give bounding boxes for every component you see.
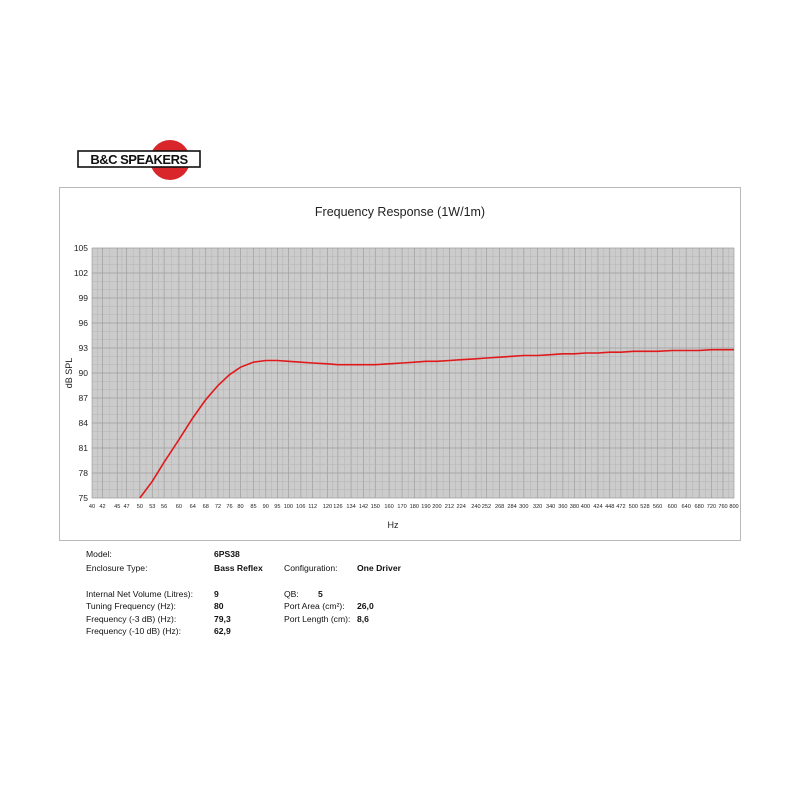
x-tick-label: 142 [359,504,368,510]
x-tick-label: 340 [546,504,555,510]
port-area-value: 26,0 [357,601,374,611]
x-tick-label: 80 [237,504,243,510]
port-length-value: 8,6 [357,614,369,624]
x-tick-label: 380 [570,504,579,510]
brand-logo-text: B&C SPEAKERS [90,152,188,167]
y-tick-label: 96 [79,318,89,328]
qb-label: QB: [284,589,299,599]
enclosure-label: Enclosure Type: [86,563,148,573]
x-tick-label: 528 [640,504,649,510]
y-tick-label: 105 [74,243,88,253]
x-tick-label: 68 [203,504,209,510]
y-tick-label: 78 [79,468,89,478]
x-tick-label: 76 [226,504,232,510]
x-tick-label: 680 [694,504,703,510]
volume-value: 9 [214,589,219,599]
x-tick-label: 224 [457,504,466,510]
x-tick-label: 134 [346,504,355,510]
y-tick-labels: 75 78 81 84 87 90 93 96 99 102 105 [74,243,88,503]
x-tick-label: 42 [99,504,105,510]
x-tick-labels: 40 42 45 47 50 53 56 60 64 68 72 76 80 85 90 95 100 106 11… [89,504,739,510]
enclosure-value: Bass Reflex [214,563,263,573]
x-tick-label: 126 [333,504,342,510]
chart-panel: Frequency Response (1W/1m) 75 78 81 84 87 90 9… [59,187,741,541]
x-tick-label: 424 [593,504,602,510]
response-curve [139,348,734,499]
tuning-value: 80 [214,601,224,611]
x-tick-label: 95 [274,504,280,510]
x-tick-label: 64 [190,504,196,510]
x-tick-label: 100 [284,504,293,510]
x-tick-label: 720 [707,504,716,510]
x-tick-label: 448 [605,504,614,510]
x-tick-label: 56 [161,504,167,510]
x-tick-label: 400 [581,504,590,510]
y-axis-label: dB SPL [64,358,74,389]
x-tick-label: 190 [421,504,430,510]
y-tick-label: 102 [74,268,88,278]
x-tick-label: 800 [729,504,738,510]
chart-title: Frequency Response (1W/1m) [315,205,485,219]
x-tick-label: 90 [263,504,269,510]
y-tick-label: 99 [79,293,89,303]
x-tick-label: 600 [668,504,677,510]
y-tick-label: 90 [79,368,89,378]
x-tick-label: 300 [519,504,528,510]
x-tick-label: 268 [495,504,504,510]
x-tick-label: 150 [371,504,380,510]
x-tick-label: 112 [308,504,317,510]
x-tick-label: 40 [89,504,95,510]
f3-value: 79,3 [214,614,231,624]
qb-value: 5 [318,589,323,599]
y-tick-label: 93 [79,343,89,353]
x-axis-label: Hz [388,520,399,530]
x-tick-label: 50 [137,504,143,510]
x-tick-label: 170 [397,504,406,510]
x-tick-label: 120 [323,504,332,510]
f10-label: Frequency (-10 dB) (Hz): [86,626,182,636]
tuning-label: Tuning Frequency (Hz): [86,601,176,611]
x-tick-label: 640 [682,504,691,510]
x-tick-label: 320 [533,504,542,510]
frequency-response-chart: Frequency Response (1W/1m) 75 78 81 84 87 90 9… [64,205,739,530]
x-tick-label: 180 [410,504,419,510]
x-tick-label: 212 [445,504,454,510]
x-tick-label: 47 [123,504,129,510]
brand-logo: B&C SPEAKERS [77,140,201,180]
f3-label: Frequency (-3 dB) (Hz): [86,614,177,624]
x-tick-label: 760 [718,504,727,510]
port-area-label: Port Area (cm²): [284,601,345,611]
x-tick-label: 106 [296,504,305,510]
x-tick-label: 284 [507,504,516,510]
grid [91,247,735,499]
x-tick-label: 45 [114,504,120,510]
x-tick-label: 53 [149,504,155,510]
x-tick-label: 85 [250,504,256,510]
x-tick-label: 60 [176,504,182,510]
port-length-label: Port Length (cm): [284,614,351,624]
x-tick-label: 200 [432,504,441,510]
x-tick-label: 472 [616,504,625,510]
model-value: 6PS38 [214,549,240,559]
configuration-label: Configuration: [284,563,338,573]
y-tick-label: 81 [79,443,89,453]
x-tick-label: 360 [558,504,567,510]
model-label: Model: [86,549,112,559]
y-tick-label: 84 [79,418,89,428]
x-tick-label: 72 [215,504,221,510]
x-tick-label: 560 [653,504,662,510]
x-tick-label: 160 [384,504,393,510]
y-tick-label: 87 [79,393,89,403]
x-tick-label: 240 [471,504,480,510]
y-tick-label: 75 [79,493,89,503]
configuration-value: One Driver [357,563,401,573]
x-tick-label: 252 [482,504,491,510]
volume-label: Internal Net Volume (Litres): [86,589,193,599]
x-tick-label: 500 [629,504,638,510]
f10-value: 62,9 [214,626,231,636]
